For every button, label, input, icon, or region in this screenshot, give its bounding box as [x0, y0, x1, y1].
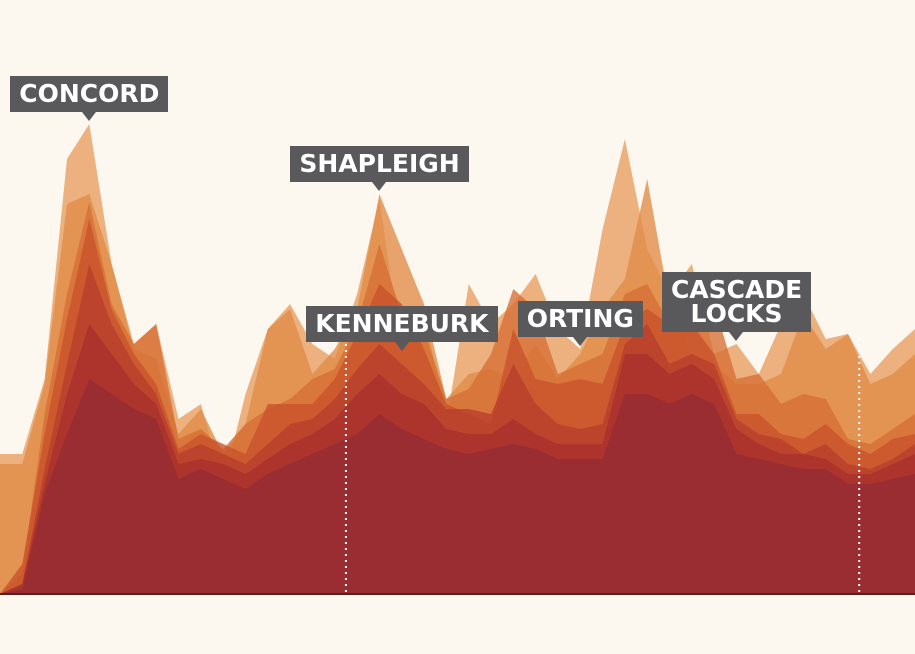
- callout-label-line: CONCORD: [19, 79, 160, 108]
- callout-label: ORTING: [517, 301, 643, 346]
- callout-label: SHAPLEIGH: [290, 146, 469, 191]
- callout-label-line: CASCADE: [670, 275, 803, 304]
- callout-label: CONCORD: [10, 76, 169, 121]
- area-series-group: [0, 124, 915, 594]
- callout-label-line: SHAPLEIGH: [299, 149, 460, 178]
- callout-label: KENNEBURK: [306, 306, 498, 351]
- callout-label-line: LOCKS: [690, 299, 783, 328]
- callout-label-line: KENNEBURK: [315, 309, 489, 338]
- callout-label: CASCADE LOCKS: [661, 272, 812, 341]
- reference-lines: [344, 338, 861, 594]
- callout-label-line: ORTING: [526, 304, 634, 333]
- area-series-7: [0, 379, 915, 594]
